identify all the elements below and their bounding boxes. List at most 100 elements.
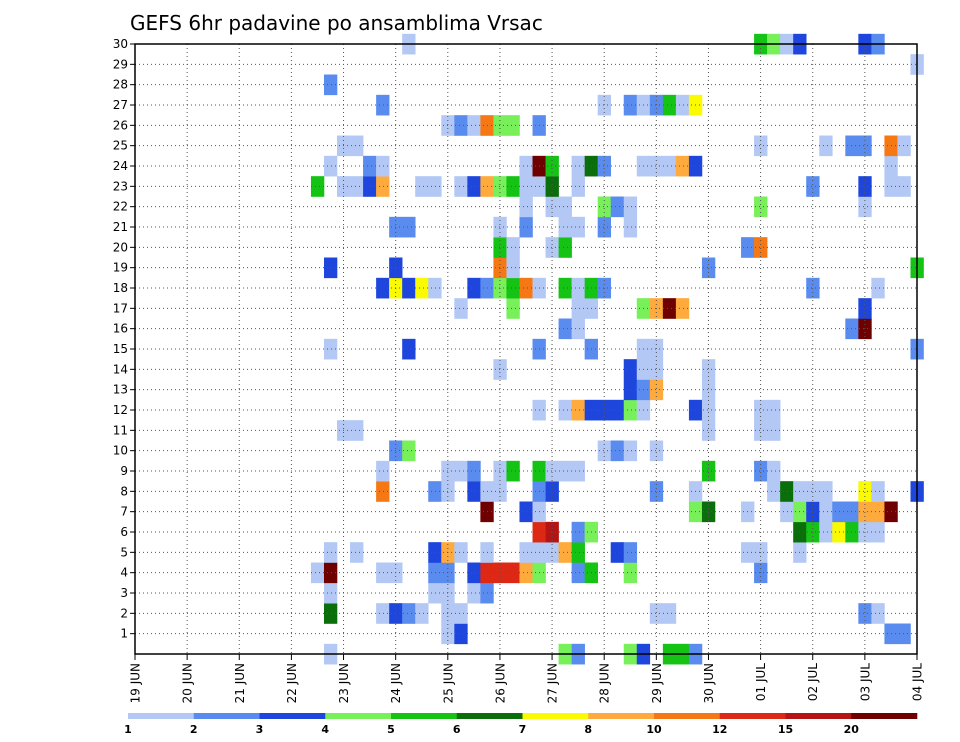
- heatmap-cell: [506, 277, 520, 299]
- heatmap-cell: [767, 420, 781, 441]
- x-axis: 19 JUN 20 JUN 21 JUN 22 JUN 23 JUN 24 JUN 25 J…: [129, 654, 925, 703]
- heatmap-cell: [558, 399, 572, 421]
- heatmap-cell: [402, 603, 416, 624]
- heatmap-cell: [701, 420, 716, 441]
- heatmap-cell: [519, 176, 533, 197]
- heatmap-cell: [897, 623, 911, 645]
- heatmap-cell: [376, 603, 390, 624]
- y-tick-label: 6: [120, 525, 128, 539]
- heatmap-cell: [454, 603, 468, 624]
- heatmap-cell: [662, 603, 677, 624]
- y-tick-label: 12: [113, 403, 128, 417]
- heatmap-cell: [467, 460, 481, 482]
- heatmap-cell: [519, 196, 533, 218]
- legend-color-swatch: [719, 713, 786, 719]
- heatmap-cell: [506, 115, 520, 136]
- heatmap-cell: [649, 359, 664, 380]
- heatmap-cell: [832, 501, 846, 523]
- x-tick-label: 20 JUN: [181, 663, 195, 703]
- heatmap-cell: [454, 115, 468, 136]
- heatmap-cell: [376, 460, 390, 482]
- heatmap-cell: [754, 420, 768, 441]
- heatmap-cell: [649, 155, 664, 177]
- y-tick-label: 8: [120, 484, 128, 498]
- x-tick-label: 28 JUN: [598, 663, 612, 703]
- heatmap-cell: [571, 155, 585, 177]
- heatmap-cell: [571, 521, 585, 543]
- legend-color-swatch: [391, 713, 458, 719]
- heatmap-cell: [623, 359, 638, 380]
- x-tick-label: 30 JUN: [702, 663, 716, 703]
- heatmap-cell: [323, 542, 338, 563]
- heatmap-cell: [858, 135, 872, 157]
- y-tick-label: 2: [120, 606, 128, 620]
- heatmap-cell: [323, 257, 338, 279]
- y-tick-label: 24: [113, 159, 128, 173]
- heatmap-cell: [558, 196, 572, 218]
- heatmap-cell: [701, 399, 716, 421]
- heatmap-cell: [493, 481, 507, 502]
- heatmap-cell: [519, 562, 533, 584]
- heatmap-cell: [506, 237, 520, 258]
- heatmap-cell: [376, 155, 390, 177]
- heatmap-cell: [623, 379, 638, 401]
- heatmap-cell: [415, 176, 429, 197]
- heatmap-cell: [415, 277, 429, 299]
- heatmap-cell: [897, 135, 911, 157]
- heatmap-cell: [350, 135, 364, 157]
- heatmap-cell: [858, 501, 872, 523]
- legend-level-label: 12: [712, 723, 727, 736]
- x-tick-label: 27 JUN: [546, 663, 560, 703]
- x-tick-label: 23 JUN: [337, 663, 351, 703]
- heatmap-cell: [662, 155, 677, 177]
- y-tick-label: 28: [113, 78, 128, 92]
- heatmap-cell: [493, 359, 507, 380]
- heatmap-cell: [871, 501, 885, 523]
- heatmap-cell: [310, 562, 325, 584]
- heatmap-cell: [571, 277, 585, 299]
- heatmap-cell: [858, 603, 872, 624]
- legend-color-swatch: [785, 713, 852, 719]
- heatmap-cell: [701, 501, 716, 523]
- heatmap-cell: [571, 318, 585, 340]
- heatmap-cell: [571, 176, 585, 197]
- legend-color-swatch: [654, 713, 721, 719]
- legend-level-label: 8: [584, 723, 592, 736]
- x-tick-label: 24 JUN: [389, 663, 403, 703]
- heatmap-cell: [675, 298, 690, 319]
- heatmap-cell: [819, 501, 833, 523]
- heatmap-cell: [454, 298, 468, 319]
- legend-color-swatch: [325, 713, 392, 719]
- heatmap-cell: [519, 542, 533, 563]
- heatmap-cell: [754, 135, 768, 157]
- x-tick-label: 04 JUL: [911, 663, 925, 701]
- heatmap-cell: [806, 481, 820, 502]
- heatmap-cell: [350, 176, 364, 197]
- legend-color-swatch: [456, 713, 523, 719]
- color-legend: 1 2 3 4 5 6 7 8 10 12 15 20: [124, 713, 918, 736]
- heatmap-cell: [623, 216, 638, 238]
- legend-level-label: 6: [453, 723, 461, 736]
- legend-color-swatch: [851, 713, 918, 719]
- y-tick-label: 23: [113, 179, 128, 193]
- heatmap-cell: [350, 420, 364, 441]
- heatmap-cell: [675, 155, 690, 177]
- heatmap-cell: [754, 196, 768, 218]
- heatmap-cell: [871, 521, 885, 543]
- heatmap-cell: [506, 298, 520, 319]
- heatmap-cell: [649, 440, 664, 462]
- heatmap-cell: [467, 582, 481, 604]
- heatmap-cell: [467, 481, 481, 502]
- heatmap-cell: [754, 399, 768, 421]
- x-tick-label: 29 JUN: [650, 663, 664, 703]
- heatmap-cell: [363, 176, 377, 197]
- heatmap-cell: [376, 481, 390, 502]
- y-tick-label: 19: [113, 261, 128, 275]
- y-tick-label: 9: [120, 464, 128, 478]
- heatmap-cell: [623, 196, 638, 218]
- heatmap-cell: [558, 216, 572, 238]
- plot-frame: [134, 43, 918, 655]
- heatmap-cell: [858, 481, 872, 502]
- heatmap-cell: [493, 176, 507, 197]
- heatmap-cell: [467, 176, 481, 197]
